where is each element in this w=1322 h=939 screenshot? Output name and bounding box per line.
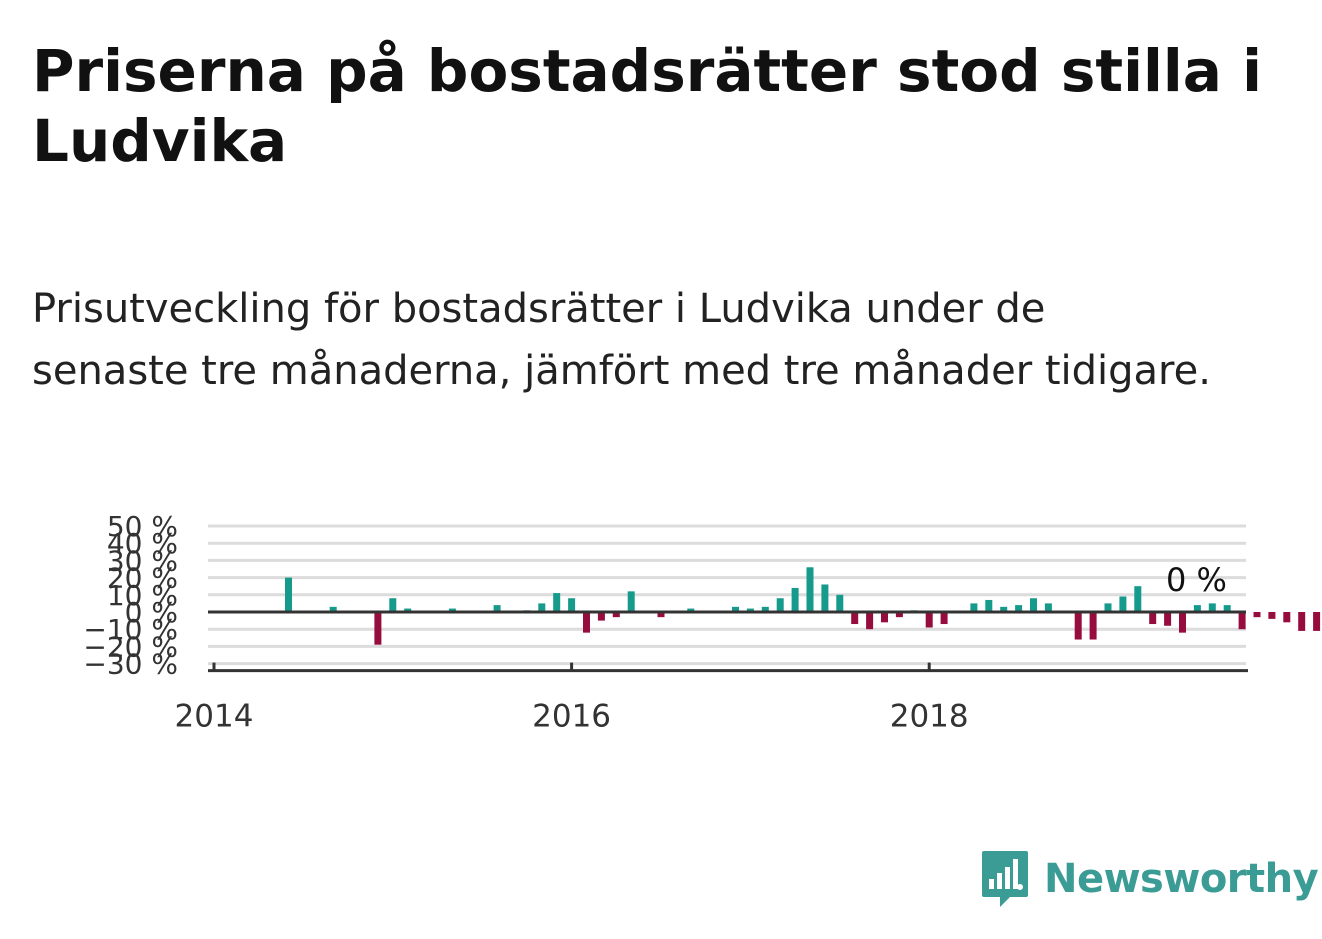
bar bbox=[895, 612, 903, 618]
y-tick-label: −10 % bbox=[83, 613, 178, 646]
bar bbox=[970, 603, 978, 612]
y-tick-label: 10 % bbox=[107, 579, 178, 612]
bar bbox=[568, 598, 576, 612]
y-tick-label: −20 % bbox=[83, 630, 178, 663]
y-tick-label: −30 % bbox=[83, 648, 178, 681]
bar bbox=[329, 606, 337, 612]
bar bbox=[776, 598, 784, 612]
bar bbox=[821, 584, 829, 612]
bar bbox=[1313, 612, 1321, 631]
y-axis-labels: 50 %40 %30 %20 %10 %0 %−10 %−20 %−30 % bbox=[83, 510, 178, 681]
bar bbox=[1298, 612, 1306, 631]
chart-title: Priserna på bostadsrätter stod stilla i … bbox=[32, 37, 1262, 175]
bar bbox=[1253, 612, 1261, 618]
bar bbox=[732, 606, 739, 612]
bar bbox=[1193, 605, 1201, 612]
bar bbox=[597, 612, 605, 621]
bar bbox=[583, 612, 590, 633]
y-tick-label: 40 % bbox=[107, 527, 178, 560]
bar bbox=[1119, 596, 1127, 612]
bar bbox=[374, 612, 382, 645]
x-tick-label: 2018 bbox=[890, 699, 969, 735]
bar bbox=[657, 612, 665, 618]
bar bbox=[1044, 603, 1052, 612]
bar bbox=[806, 567, 814, 612]
y-tick-label: 50 % bbox=[107, 510, 178, 543]
y-tick-label: 20 % bbox=[107, 562, 178, 595]
bar bbox=[1134, 586, 1142, 612]
bar bbox=[1283, 612, 1291, 623]
bar bbox=[1223, 605, 1231, 612]
last-value-label: 0 % bbox=[1166, 561, 1227, 599]
bar bbox=[746, 608, 754, 612]
bar bbox=[1030, 598, 1037, 612]
bar bbox=[627, 591, 635, 612]
newsworthy-logo-icon bbox=[982, 851, 1028, 907]
bar bbox=[881, 612, 888, 623]
bar bbox=[1015, 605, 1023, 612]
bar bbox=[285, 577, 292, 612]
brand-logo: Newsworthy bbox=[980, 848, 1319, 910]
bar-chart: 50 %40 %30 %20 %10 %0 %−10 %−20 %−30 % 2… bbox=[83, 510, 1321, 735]
chart-subtitle: Prisutveckling för bostadsrätter i Ludvi… bbox=[32, 286, 1211, 394]
bar bbox=[940, 612, 948, 625]
bar bbox=[448, 608, 456, 612]
bar bbox=[1104, 603, 1112, 612]
bar bbox=[851, 612, 859, 625]
bar bbox=[612, 612, 620, 618]
bar bbox=[1268, 612, 1276, 619]
bar bbox=[1000, 606, 1008, 612]
bar bbox=[1238, 612, 1246, 630]
bar bbox=[687, 608, 695, 612]
x-axis bbox=[208, 662, 1248, 673]
brand-name: Newsworthy bbox=[1044, 856, 1319, 902]
bar bbox=[1179, 612, 1186, 633]
bars bbox=[208, 567, 1321, 645]
bar bbox=[1074, 612, 1082, 640]
bar bbox=[866, 612, 874, 630]
bar bbox=[836, 594, 844, 612]
bar bbox=[1208, 603, 1216, 612]
bar bbox=[925, 612, 933, 628]
bar bbox=[404, 608, 412, 612]
bar bbox=[1149, 612, 1157, 625]
bar bbox=[1164, 612, 1172, 626]
gridlines bbox=[208, 524, 1246, 666]
y-tick-label: 30 % bbox=[107, 544, 178, 577]
bar bbox=[985, 599, 993, 612]
bar bbox=[538, 603, 546, 612]
x-tick-label: 2014 bbox=[175, 699, 254, 735]
bar bbox=[493, 605, 501, 612]
bar bbox=[553, 593, 561, 612]
x-axis-labels: 201420162018202120232025 bbox=[175, 699, 969, 735]
bar bbox=[1089, 612, 1097, 640]
bar bbox=[761, 606, 769, 612]
x-tick-label: 2016 bbox=[532, 699, 611, 735]
y-tick-label: 0 % bbox=[125, 596, 178, 629]
bar bbox=[389, 598, 397, 612]
bar bbox=[791, 587, 799, 612]
